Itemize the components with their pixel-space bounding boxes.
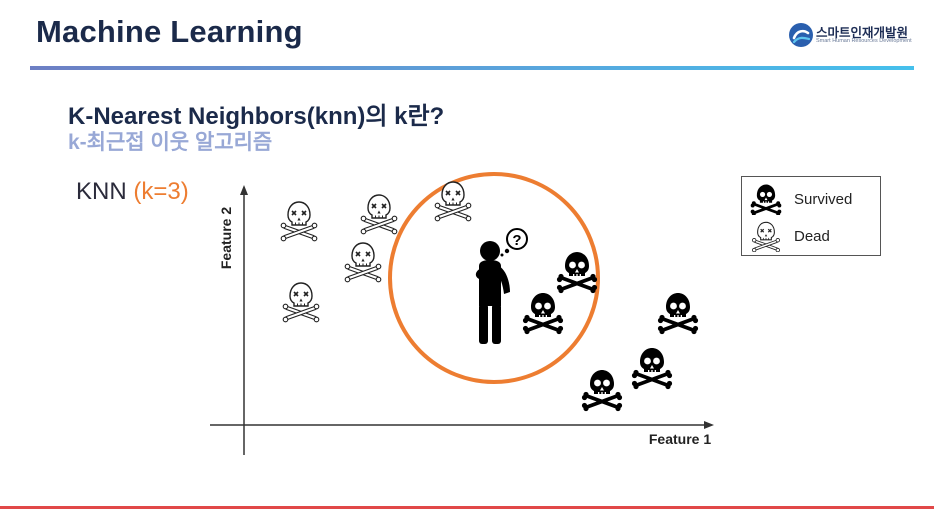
knn-k-value: (k=3) xyxy=(133,178,189,205)
axes: Feature 1 Feature 2 xyxy=(210,185,714,455)
dead-skull-icon xyxy=(345,243,381,282)
logo-subtitle: Smart Human Resources Development xyxy=(816,38,912,44)
question-mark: ? xyxy=(512,232,521,249)
logo: 스마트인재개발원 Smart Human Resources Developme… xyxy=(788,22,918,50)
survived-skull-icon xyxy=(630,346,674,391)
header-divider xyxy=(30,66,914,70)
y-axis-arrow xyxy=(240,185,248,195)
slide-heading: K-Nearest Neighbors(knn)의 k란? xyxy=(68,103,445,130)
survived-points xyxy=(521,250,700,413)
legend: Survived Dead xyxy=(741,176,881,256)
thinking-person-icon: ? xyxy=(475,228,528,344)
survived-skull-icon xyxy=(656,291,700,336)
k-neighbor-circle xyxy=(388,172,600,384)
knn-label-prefix: KNN xyxy=(76,178,134,205)
legend-dead-label: Dead xyxy=(794,228,830,245)
x-axis-arrow xyxy=(704,421,714,429)
legend-dead-icon xyxy=(750,220,782,252)
survived-skull-icon xyxy=(555,250,599,295)
survived-skull-icon xyxy=(580,368,624,413)
dead-points xyxy=(281,182,471,322)
sh-logo-icon xyxy=(789,23,813,47)
x-axis-label: Feature 1 xyxy=(649,431,711,447)
dead-skull-icon xyxy=(281,202,317,241)
y-axis-label: Feature 2 xyxy=(218,207,234,269)
knn-label: KNN (k=3) xyxy=(76,178,189,206)
slide-title: Machine Learning xyxy=(36,14,303,49)
survived-skull-icon xyxy=(521,291,565,336)
footer-divider xyxy=(0,506,934,509)
slide-subheading: k-최근접 이웃 알고리즘 xyxy=(68,131,273,154)
legend-survived-label: Survived xyxy=(794,191,853,208)
logo-name: 스마트인재개발원 xyxy=(816,26,909,40)
dead-skull-icon xyxy=(361,195,397,234)
question-bubble xyxy=(506,228,528,250)
legend-survived-icon xyxy=(750,183,782,215)
dead-skull-icon xyxy=(283,283,319,322)
